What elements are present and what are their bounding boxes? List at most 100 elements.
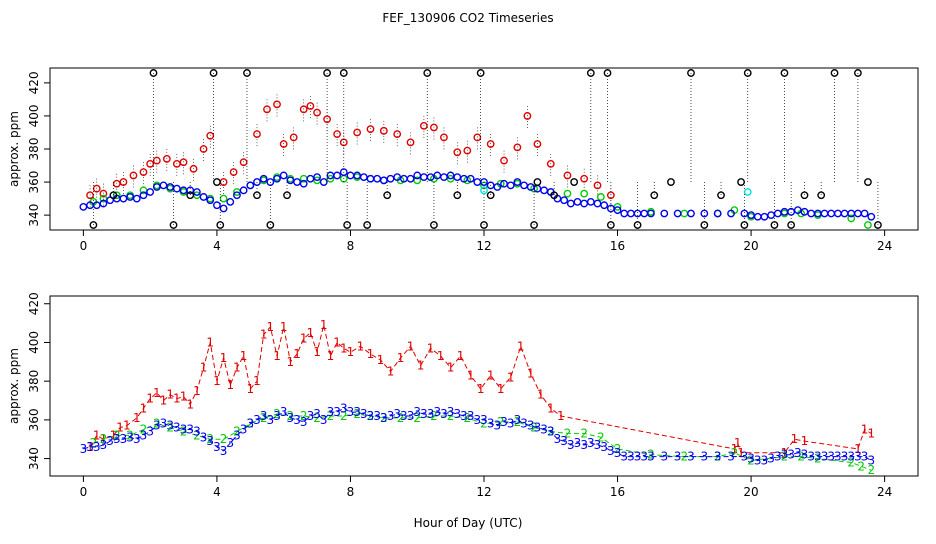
bottom-x-tick-label: 24 — [877, 485, 892, 499]
point-level-3 — [379, 176, 388, 185]
point-level-1 — [333, 130, 342, 139]
point-clipped-extremes — [603, 69, 612, 77]
series-symbol-3: 3 — [280, 405, 288, 419]
point-level-3 — [420, 173, 428, 182]
point-level-3 — [213, 201, 221, 210]
top-y-tick-label: 360 — [27, 171, 41, 194]
series-symbol-1: 1 — [233, 361, 241, 375]
series-symbol-1: 1 — [146, 392, 154, 406]
series-symbol-1: 1 — [557, 409, 565, 423]
point-level-3 — [279, 171, 288, 180]
point-level-1 — [162, 155, 171, 163]
series-symbol-1: 1 — [457, 349, 465, 363]
point-level-3 — [700, 209, 709, 218]
series-symbol-3: 3 — [640, 450, 648, 464]
series-symbol-1: 1 — [537, 388, 545, 402]
point-level-3 — [560, 196, 569, 205]
point-clipped-extremes — [770, 221, 779, 229]
series-symbol-2: 2 — [597, 430, 605, 444]
series-symbol-2: 2 — [287, 409, 295, 423]
point-clipped-extremes — [874, 221, 882, 229]
bottom-x-tick-label: 20 — [743, 485, 758, 499]
series-symbol-2: 2 — [113, 428, 121, 442]
point-level-1 — [129, 171, 138, 180]
series-symbol-1: 1 — [527, 366, 535, 380]
series-symbol-3: 3 — [80, 442, 88, 456]
top-x-tick-label: 12 — [476, 239, 491, 253]
point-level-3 — [506, 181, 515, 190]
point-clipped-extremes — [864, 178, 872, 186]
series-symbol-3: 3 — [327, 405, 335, 419]
point-level-1 — [273, 100, 281, 109]
series-symbol-3: 3 — [567, 438, 575, 452]
top-y-axis-label: approx. ppm — [7, 111, 21, 187]
series-symbol-3: 3 — [400, 409, 408, 423]
series-symbol-3: 3 — [226, 436, 234, 450]
point-level-1 — [420, 121, 428, 130]
point-level-3 — [172, 184, 181, 193]
top-data-marks — [79, 69, 882, 229]
series-symbol-3: 3 — [474, 413, 482, 427]
point-level-3 — [132, 194, 141, 203]
series-symbol-1: 1 — [133, 411, 141, 425]
series-symbol-3: 3 — [213, 440, 221, 454]
series-symbol-1: 1 — [267, 320, 275, 334]
x-axis-label: Hour of Day (UTC) — [414, 516, 523, 530]
series-symbol-3: 3 — [93, 440, 101, 454]
series-symbol-1: 1 — [246, 382, 254, 396]
series-symbol-2: 2 — [463, 411, 471, 425]
series-symbol-3: 3 — [714, 450, 722, 464]
point-level-1 — [563, 171, 572, 180]
series-symbol-2: 2 — [747, 454, 755, 468]
point-level-1 — [546, 159, 555, 168]
series-symbol-3: 3 — [246, 417, 254, 431]
series-symbol-1: 1 — [477, 382, 485, 396]
series-symbol-1: 1 — [86, 440, 94, 454]
point-clipped-extremes — [533, 178, 542, 186]
point-clipped-extremes — [743, 69, 752, 77]
point-level-1 — [580, 174, 589, 183]
series-symbol-2: 2 — [90, 436, 98, 450]
series-symbol-3: 3 — [433, 405, 441, 419]
series-symbol-3: 3 — [453, 407, 461, 421]
series-symbol-3: 3 — [507, 417, 515, 431]
series-symbol-3: 3 — [754, 454, 762, 468]
series-symbol-2: 2 — [413, 411, 421, 425]
series-symbol-2: 2 — [180, 424, 188, 438]
series-symbol-3: 3 — [847, 450, 855, 464]
series-symbol-1: 1 — [867, 426, 875, 440]
series-symbol-3: 3 — [146, 424, 154, 438]
series-symbol-3: 3 — [133, 432, 141, 446]
point-level-3 — [573, 197, 582, 206]
series-symbol-1: 1 — [387, 364, 395, 378]
point-clipped-extremes — [343, 221, 352, 229]
point-level-3 — [293, 178, 301, 186]
series-symbol-1: 1 — [173, 392, 181, 406]
series-symbol-3: 3 — [427, 407, 435, 421]
point-clipped-extremes — [817, 191, 826, 200]
series-symbol-3: 3 — [701, 450, 709, 464]
point-level-3 — [760, 212, 769, 221]
point-level-1 — [440, 133, 448, 142]
series-symbol-3: 3 — [186, 423, 194, 437]
point-clipped-extremes — [89, 221, 98, 229]
point-level-1 — [253, 130, 261, 139]
point-clipped-extremes — [606, 221, 615, 229]
series-symbol-2: 2 — [166, 421, 174, 435]
point-level-1 — [353, 128, 362, 137]
point-level-1 — [533, 140, 542, 148]
series-symbol-1: 1 — [517, 339, 525, 353]
point-level-1 — [139, 168, 148, 177]
point-level-1 — [199, 145, 208, 153]
series-symbol-1: 1 — [801, 434, 809, 448]
point-clipped-extremes — [717, 191, 725, 200]
series-symbol-3: 3 — [841, 450, 849, 464]
series-symbol-3: 3 — [253, 413, 261, 427]
series-symbol-3: 3 — [220, 444, 228, 458]
series-symbol-3: 3 — [467, 409, 475, 423]
point-level-1 — [366, 125, 375, 134]
point-level-3 — [319, 178, 328, 186]
point-level-1 — [306, 102, 315, 110]
top-panel-frame — [49, 67, 919, 231]
series-line-2 — [93, 413, 872, 471]
